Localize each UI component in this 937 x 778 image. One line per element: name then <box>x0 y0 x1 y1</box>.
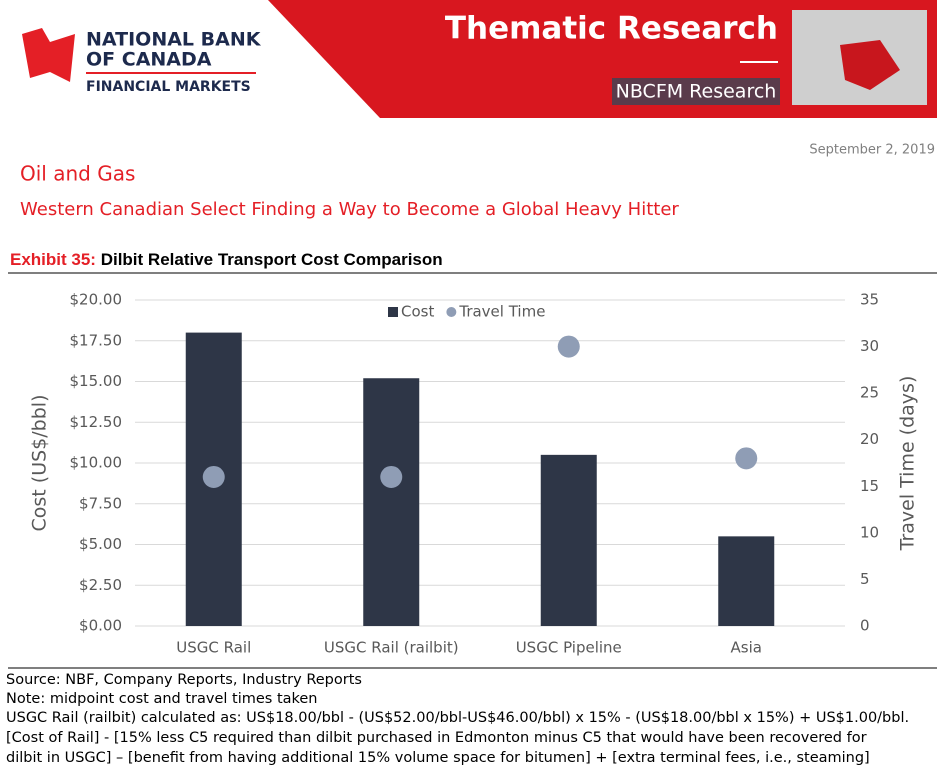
y2-tick-label: 15 <box>860 477 879 495</box>
legend-swatch <box>446 307 457 317</box>
notes: Source: NBF, Company Reports, Industry R… <box>6 672 909 766</box>
travel-time-dot <box>202 465 225 488</box>
logo-text: FINANCIAL MARKETS <box>86 79 251 95</box>
x-tick-label: Asia <box>731 639 762 657</box>
logo-flag <box>22 28 75 82</box>
bar <box>363 378 420 626</box>
bar <box>540 454 597 626</box>
y-tick-label: $2.50 <box>79 576 122 594</box>
note-line: [Cost of Rail] - [15% less C5 required t… <box>6 730 867 746</box>
y2-tick-label: 35 <box>860 291 879 309</box>
section-title: Oil and Gas <box>20 162 135 186</box>
note-line: Source: NBF, Company Reports, Industry R… <box>6 672 362 688</box>
exhibit-title: Exhibit 35: Dilbit Relative Transport Co… <box>10 250 443 269</box>
header-badge <box>612 78 780 105</box>
header-title: Thematic Research <box>445 11 778 47</box>
y-tick-label: $10.00 <box>70 454 123 472</box>
y-axis-label: Cost (US$/bbl) <box>29 395 51 532</box>
y-tick-label: $15.00 <box>70 372 123 390</box>
header-image-piece <box>840 40 900 90</box>
travel-time-dot <box>557 335 580 358</box>
y2-tick-label: 5 <box>860 570 870 588</box>
y-tick-label: $20.00 <box>70 291 123 309</box>
y-tick-label: $7.50 <box>79 494 122 512</box>
y-tick-label: $12.50 <box>70 413 123 431</box>
travel-time-dot <box>380 465 403 488</box>
headline: Western Canadian Select Finding a Way to… <box>20 199 679 220</box>
bar <box>718 536 775 626</box>
y2-tick-label: 25 <box>860 384 879 402</box>
x-tick-label: USGC Pipeline <box>516 639 622 657</box>
logo-text: NATIONAL BANK <box>86 29 262 51</box>
chart: $0.00 $2.50 $5.00 $7.50 $10.00 $12.50 $15.00 $1… <box>70 291 880 657</box>
note-line: Note: midpoint cost and travel times tak… <box>6 691 318 707</box>
legend-label: Cost <box>401 303 434 321</box>
note-line: dilbit in USGC] – [benefit from having a… <box>6 750 870 766</box>
y2-tick-label: 0 <box>860 617 870 635</box>
date: September 2, 2019 <box>809 143 935 158</box>
y-tick-label: $5.00 <box>79 535 122 553</box>
header-badge-text: NBCFM Research <box>616 81 777 103</box>
y-tick-label: $17.50 <box>70 331 123 349</box>
logo-text: OF CANADA <box>86 49 212 71</box>
x-tick-label: USGC Rail <box>176 639 251 657</box>
travel-time-dot <box>735 447 758 470</box>
y2-tick-label: 30 <box>860 337 879 355</box>
y2-tick-label: 10 <box>860 523 879 541</box>
legend-label: Travel Time <box>458 303 545 321</box>
legend-swatch <box>388 307 398 317</box>
note-line: USGC Rail (railbit) calculated as: US$18… <box>6 710 909 726</box>
y-tick-label: $0.00 <box>79 617 122 635</box>
x-tick-label: USGC Rail (railbit) <box>324 639 459 657</box>
y2-tick-label: 20 <box>860 430 879 448</box>
y2-axis-label: Travel Time (days) <box>897 376 919 552</box>
exhibit-label: Exhibit 35: <box>10 250 96 269</box>
exhibit-name: Dilbit Relative Transport Cost Compariso… <box>101 250 443 269</box>
